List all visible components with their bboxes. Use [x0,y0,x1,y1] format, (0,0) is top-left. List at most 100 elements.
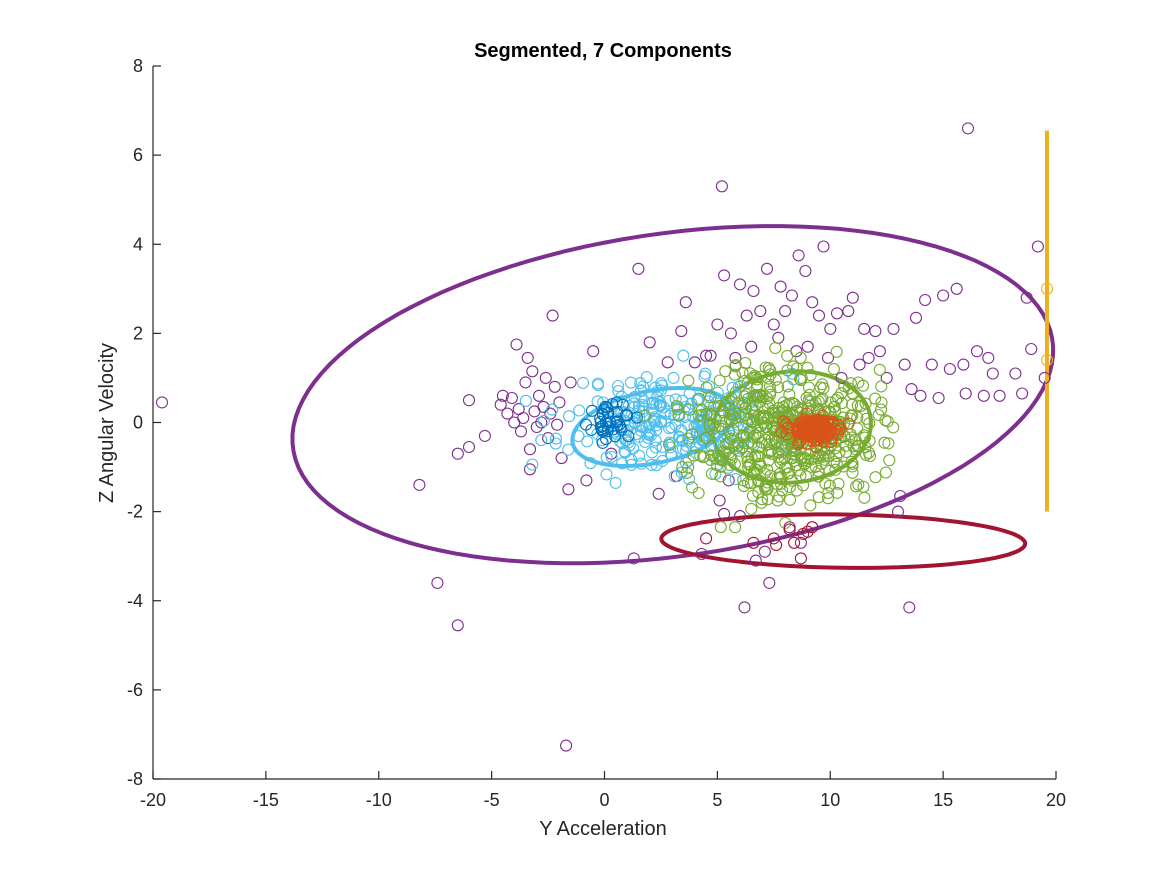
data-point [801,361,814,374]
data-point [668,470,681,483]
data-point [519,376,532,389]
data-point [596,407,610,421]
data-point [635,384,648,397]
data-point [729,359,742,372]
data-point [711,318,724,331]
data-point [745,502,758,515]
data-point [782,467,796,480]
data-point [609,476,622,489]
data-point [774,477,788,490]
data-point [846,291,859,304]
data-point [794,374,808,387]
data-point [831,391,845,404]
data-point [794,552,807,565]
data-point [692,486,705,500]
data-point [628,397,641,410]
data-point [830,345,843,358]
data-point [1040,354,1054,367]
data-point [562,443,575,456]
data-point [957,358,970,371]
y-tick-label: 4 [133,234,143,254]
data-point [630,427,643,441]
data-point [770,435,783,448]
data-point [787,360,800,373]
data-point [612,384,625,398]
data-point [653,398,666,411]
data-point [599,400,612,413]
y-tick-label: -4 [127,591,143,611]
data-point [862,351,875,364]
data-point [774,280,787,293]
data-point [780,398,793,412]
data-point [725,414,738,427]
data-point [817,240,830,253]
data-point [1038,371,1051,384]
data-point [736,441,749,454]
data-point [1025,342,1038,356]
data-point [744,468,757,481]
data-point [607,423,620,436]
data-point [869,392,882,405]
data-point [737,429,750,442]
data-point [692,409,705,422]
data-point [1016,387,1029,400]
data-point [780,418,793,431]
data-point [723,458,736,471]
data-point [905,383,918,396]
data-point [795,422,808,435]
x-tick-label: 20 [1046,790,1066,810]
data-point [734,411,747,424]
data-point [843,433,856,446]
data-point [840,445,853,459]
data-point [858,322,871,335]
data-point [625,458,638,471]
data-point [728,368,741,381]
data-point [685,428,699,441]
data-point [643,336,656,349]
x-tick-label: -20 [140,790,166,810]
data-point [829,463,842,476]
data-point [783,493,797,506]
x-tick-label: -15 [253,790,279,810]
data-point [780,428,794,441]
data-point [675,325,688,338]
data-point [753,389,766,402]
data-point [605,447,618,460]
data-point [618,406,631,419]
data-point [760,262,774,275]
data-point [535,416,548,429]
data-point [894,489,907,503]
data-point [750,371,763,384]
data-point [883,454,896,467]
data-point [638,409,652,422]
data-point [737,480,750,493]
x-tick-label: 15 [933,790,953,810]
data-point [683,472,696,486]
data-point [742,461,755,474]
data-point [835,371,848,384]
data-point [573,404,586,417]
data-point [514,425,528,438]
data-point [659,407,672,421]
data-point [733,278,747,291]
data-point [728,412,742,425]
data-point [1040,282,1054,295]
data-point [643,425,656,438]
data-point [744,477,757,490]
data-point [523,443,537,456]
data-point [683,403,696,416]
y-tick-label: 0 [133,413,143,433]
data-point [664,407,677,421]
data-point [824,322,837,335]
data-point [799,470,813,483]
data-point [530,420,543,434]
data-point [600,468,613,481]
data-point [830,393,843,407]
data-point [873,345,886,358]
data-point [663,438,676,451]
scatter-points [155,122,1054,752]
data-point [670,400,683,413]
y-tick-label: -8 [127,769,143,789]
data-point [761,482,774,495]
data-point [880,371,893,384]
